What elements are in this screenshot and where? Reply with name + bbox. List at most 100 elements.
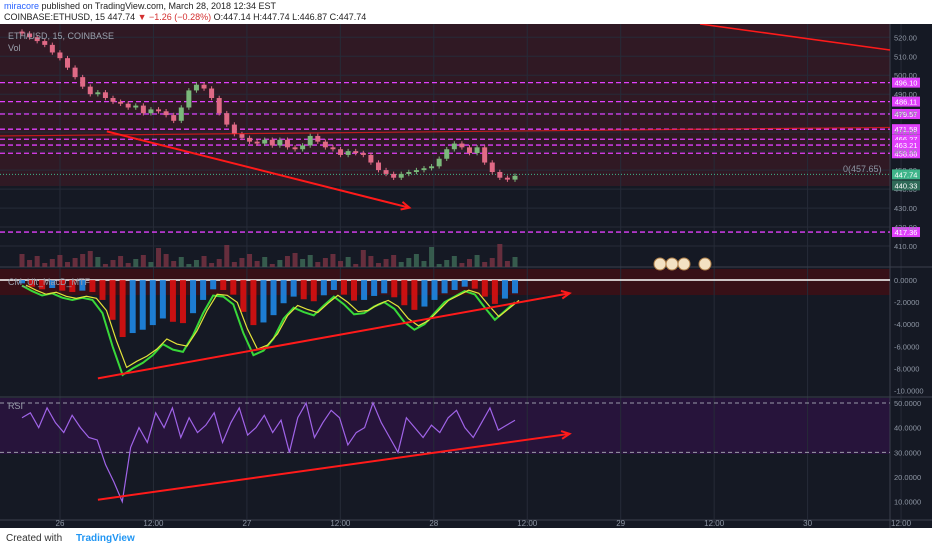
macd-tick-label: -10.0000 bbox=[894, 386, 924, 395]
volume-bar bbox=[201, 256, 207, 267]
time-tick-label: 30 bbox=[803, 519, 812, 528]
candle-body bbox=[231, 124, 237, 135]
volume-bar bbox=[262, 257, 268, 267]
candle-body bbox=[360, 153, 366, 155]
volume-bar bbox=[80, 254, 86, 267]
symbol-name: COINBASE:ETHUSD, 15 bbox=[4, 12, 106, 22]
macd-histogram-bar bbox=[179, 280, 186, 324]
rsi-legend: RSI bbox=[8, 401, 23, 411]
candle-body bbox=[421, 168, 427, 171]
candle-body bbox=[49, 44, 55, 53]
trendline-rsi-up bbox=[97, 432, 570, 501]
macd-tick-label: 0.0000 bbox=[894, 276, 917, 285]
macd-histogram-bar bbox=[290, 280, 297, 297]
volume-bar bbox=[413, 254, 419, 267]
volume-bars bbox=[19, 244, 518, 267]
macd-histogram-bar bbox=[79, 280, 86, 291]
time-axis: 26 12:00 27 12:00 28 12:00 29 12:00 30 12:00 bbox=[56, 519, 912, 528]
volume-bar bbox=[512, 257, 518, 267]
candle-body bbox=[330, 147, 336, 150]
macd-histogram-bar bbox=[270, 280, 277, 316]
candle-body bbox=[118, 101, 124, 104]
candle-body bbox=[497, 172, 503, 178]
macd-histogram-bar bbox=[310, 280, 317, 302]
candle-body bbox=[292, 147, 298, 150]
macd-histogram-bar bbox=[59, 280, 66, 291]
macd-histogram-bar bbox=[39, 280, 46, 290]
candle-body bbox=[163, 111, 169, 116]
volume-bar bbox=[300, 259, 306, 267]
volume-bar bbox=[224, 245, 230, 267]
volume-bar bbox=[292, 253, 298, 267]
down-arrow-icon: ▼ bbox=[137, 12, 147, 22]
candle-body bbox=[307, 135, 313, 146]
level-label: 486.11 bbox=[895, 98, 917, 107]
level-badge bbox=[892, 109, 920, 120]
macd-tick-label: -2.0000 bbox=[894, 298, 919, 307]
candle-body bbox=[42, 41, 48, 45]
trendline-arrowhead bbox=[560, 430, 572, 440]
candle-body bbox=[216, 98, 222, 114]
macd-legend: CM_Ult_MacD_MTF bbox=[8, 277, 91, 287]
macd-histogram-bar bbox=[149, 280, 156, 326]
candle-body bbox=[368, 154, 374, 163]
symbol-legend: ETH/USD, 15, COINBASE bbox=[8, 31, 114, 41]
candle-body bbox=[353, 151, 359, 154]
candle-body bbox=[171, 115, 177, 121]
volume-bar bbox=[65, 262, 71, 267]
rsi-tick-label: 40.0000 bbox=[894, 424, 921, 433]
trendline-price-down bbox=[106, 130, 410, 209]
event-markers[interactable] bbox=[653, 257, 712, 271]
time-tick-label: 12:00 bbox=[330, 519, 351, 528]
candle-body bbox=[178, 107, 184, 121]
volume-bar bbox=[42, 263, 48, 267]
candle-body bbox=[80, 77, 86, 87]
author-link[interactable]: miracore bbox=[4, 1, 40, 11]
price-tick-label: 460.00 bbox=[894, 147, 917, 156]
macd-indicator bbox=[19, 280, 520, 377]
macd-histogram-bar bbox=[69, 280, 76, 292]
tradingview-logo[interactable]: TradingView bbox=[76, 533, 135, 544]
volume-bar bbox=[231, 262, 237, 267]
rsi-tick-label: 30.0000 bbox=[894, 448, 921, 457]
candle-body bbox=[436, 158, 442, 167]
macd-histogram-bar bbox=[481, 280, 488, 297]
volume-bar bbox=[102, 264, 108, 267]
macd-histogram-bar bbox=[371, 280, 378, 296]
trendlines[interactable] bbox=[0, 23, 891, 501]
level-label: 458.88 bbox=[895, 149, 918, 158]
volume-bar bbox=[95, 257, 101, 267]
macd-histogram-bar bbox=[401, 280, 408, 306]
candle-body bbox=[102, 92, 108, 99]
candle-body bbox=[262, 139, 268, 144]
macd-histogram-bar bbox=[340, 280, 347, 295]
candle-body bbox=[193, 84, 199, 91]
candle-body bbox=[284, 139, 290, 148]
volume-bar bbox=[186, 264, 192, 267]
candle-body bbox=[133, 105, 139, 108]
trendline-arrowhead bbox=[400, 201, 412, 211]
volume-bar bbox=[193, 260, 199, 267]
macd-histogram-bar bbox=[471, 280, 478, 289]
volume-bar bbox=[269, 264, 275, 267]
time-tick-label: 27 bbox=[242, 519, 251, 528]
volume-bar bbox=[125, 263, 131, 267]
event-marker-icon bbox=[698, 257, 712, 271]
time-tick-label: 12:00 bbox=[891, 519, 912, 528]
candle-body bbox=[27, 33, 33, 38]
chart-svg[interactable]: 496.10 486.11 479.57 471.58466.27463.21458.… bbox=[0, 23, 932, 528]
chart-area[interactable]: 496.10 486.11 479.57 471.58 466.27 463.21 458.… bbox=[0, 23, 932, 528]
candle-body bbox=[19, 31, 25, 34]
resistance-line bbox=[0, 126, 891, 137]
macd-histogram-bar bbox=[49, 280, 56, 288]
volume-bar bbox=[451, 256, 457, 267]
level-badge bbox=[892, 140, 920, 151]
volume-bar bbox=[497, 244, 503, 267]
price-tick-label: 500.00 bbox=[894, 71, 917, 80]
macd-histogram-bar bbox=[330, 280, 337, 290]
volume-bar bbox=[178, 257, 184, 267]
price-tick-label: 470.00 bbox=[894, 128, 917, 137]
volume-bar bbox=[140, 255, 146, 267]
price-tick-label: 410.00 bbox=[894, 242, 917, 251]
